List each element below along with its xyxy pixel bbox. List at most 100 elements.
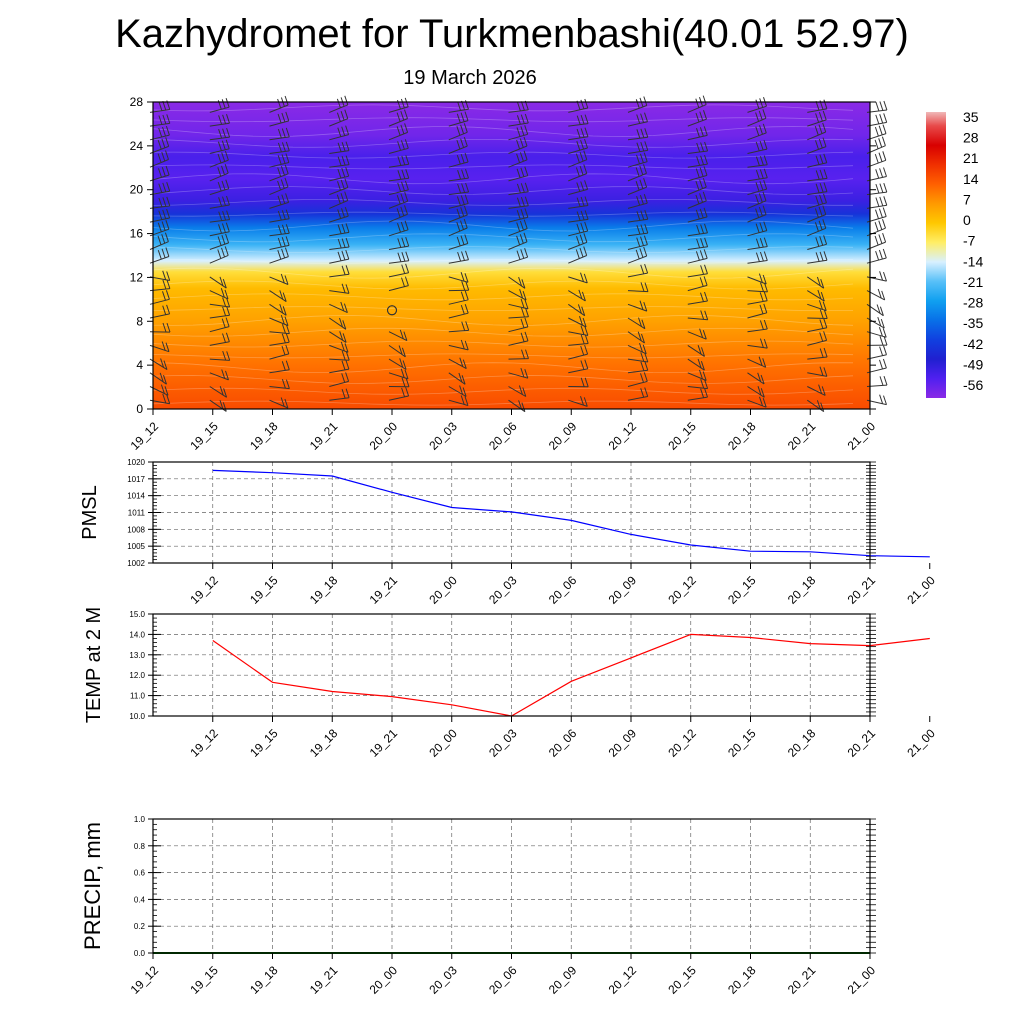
wind-barb-feather [161, 221, 166, 231]
wind-barb-feather [345, 265, 350, 275]
wind-barb-feather [281, 345, 286, 356]
wind-barb-feather [163, 360, 168, 370]
wind-barb-shaft [269, 341, 290, 346]
x-tick-label: 21_00 [904, 726, 938, 760]
wind-barb [627, 141, 649, 154]
wind-barb-feather [520, 101, 525, 111]
wind-barb [329, 125, 350, 141]
wind-barb-feather [456, 196, 461, 206]
wind-barb [687, 177, 707, 196]
wind-barb-feather [340, 111, 345, 121]
wind-barb-feather [166, 304, 171, 315]
wind-barb-feather [516, 115, 521, 125]
wind-barb-feather [162, 322, 167, 333]
wind-barb-feather [525, 307, 529, 317]
wind-barb-feather [282, 306, 287, 316]
wind-barb [269, 141, 290, 154]
x-tick-label: 20_00 [367, 419, 401, 453]
wind-barb-feather [404, 109, 408, 119]
wind-barb [687, 126, 708, 141]
wind-barb [448, 194, 469, 209]
wind-barb-shaft [388, 118, 408, 127]
wind-barb-feather [225, 179, 230, 189]
wind-barb-feather [460, 153, 465, 164]
wind-barb-feather [763, 179, 768, 190]
x-tick-label: 19_18 [247, 963, 281, 997]
wind-barb [269, 127, 290, 141]
wind-barb-feather [157, 235, 162, 245]
wind-barb-shaft [687, 150, 708, 154]
colorbar-label: 21 [963, 150, 979, 166]
isotherm-line [152, 220, 854, 232]
wind-barb-feather [158, 115, 163, 125]
wind-barb-feather [819, 251, 824, 262]
wind-barb-feather [822, 122, 827, 133]
wind-barb-shaft [329, 231, 350, 237]
y-tick-label: 8 [136, 314, 143, 328]
wind-barb-feather [161, 248, 166, 259]
x-tick-label: 20_09 [546, 419, 580, 453]
wind-barb-feather [881, 136, 886, 146]
wind-barb-feather [165, 290, 170, 300]
wind-barb-shaft [388, 272, 409, 278]
wind-barb-feather [163, 375, 167, 385]
wind-barb-feather [636, 114, 641, 124]
wind-barb-shaft [627, 244, 648, 250]
wind-barb [568, 210, 589, 223]
wind-barb-shaft [568, 123, 589, 127]
wind-barb-feather [282, 292, 287, 302]
wind-barb-feather [822, 301, 827, 311]
wind-barb [568, 114, 589, 127]
wind-barb-feather [285, 333, 290, 343]
wind-barb-feather [464, 290, 469, 300]
wind-barb-feather [166, 279, 171, 289]
wind-barb [627, 361, 649, 374]
wind-barb-feather [579, 234, 584, 244]
wind-barb [747, 221, 768, 237]
wind-barb-shaft [747, 300, 768, 305]
wind-barb-feather [763, 221, 768, 231]
wind-barb [508, 150, 528, 168]
wind-barb [687, 166, 708, 182]
wind-barb-feather [400, 124, 405, 135]
wind-barb-feather [644, 387, 649, 397]
wind-barb-feather [225, 233, 230, 244]
wind-barb-feather [340, 179, 345, 190]
wind-barb-feather [337, 224, 342, 234]
wind-barb [807, 318, 828, 333]
wind-barb-feather [522, 387, 527, 397]
wind-barb [807, 169, 828, 182]
wind-barb [209, 369, 229, 381]
wind-barb-shaft [747, 177, 768, 182]
wind-barb-shaft [388, 106, 409, 113]
wind-barb-feather [460, 395, 465, 405]
y-tick-label: 1008 [127, 525, 145, 534]
wind-barb-shaft [747, 386, 765, 398]
wind-barb-shaft [568, 399, 588, 407]
wind-barb-shaft [807, 119, 827, 127]
x-tick-label: 19_21 [367, 573, 401, 607]
wind-barb [807, 309, 828, 319]
wind-barb-shaft [747, 328, 768, 333]
wind-barb-shaft [329, 150, 350, 154]
pmsl-axis-label: PMSL [79, 485, 101, 539]
wind-barb-feather [341, 142, 346, 152]
wind-barb-feather [581, 291, 586, 302]
x-tick-label: 20_00 [367, 963, 401, 997]
wind-barb-feather [336, 194, 341, 204]
wind-barb-feather [285, 193, 290, 203]
wind-barb-feather [575, 249, 580, 259]
wind-barb-shaft [687, 174, 708, 182]
wind-barb [687, 237, 709, 250]
wind-barb-feather [280, 397, 285, 407]
wind-barb-feather [404, 139, 409, 149]
wind-barb [508, 385, 527, 397]
wind-barb-feather [643, 152, 648, 162]
wind-barb-feather [580, 325, 585, 335]
wind-barb-feather [400, 110, 405, 121]
wind-barb-feather [336, 112, 341, 122]
wind-barb [149, 125, 170, 141]
wind-barb-shaft [747, 372, 765, 385]
wind-barb-feather [763, 237, 768, 247]
wind-barb-feather [345, 155, 350, 165]
